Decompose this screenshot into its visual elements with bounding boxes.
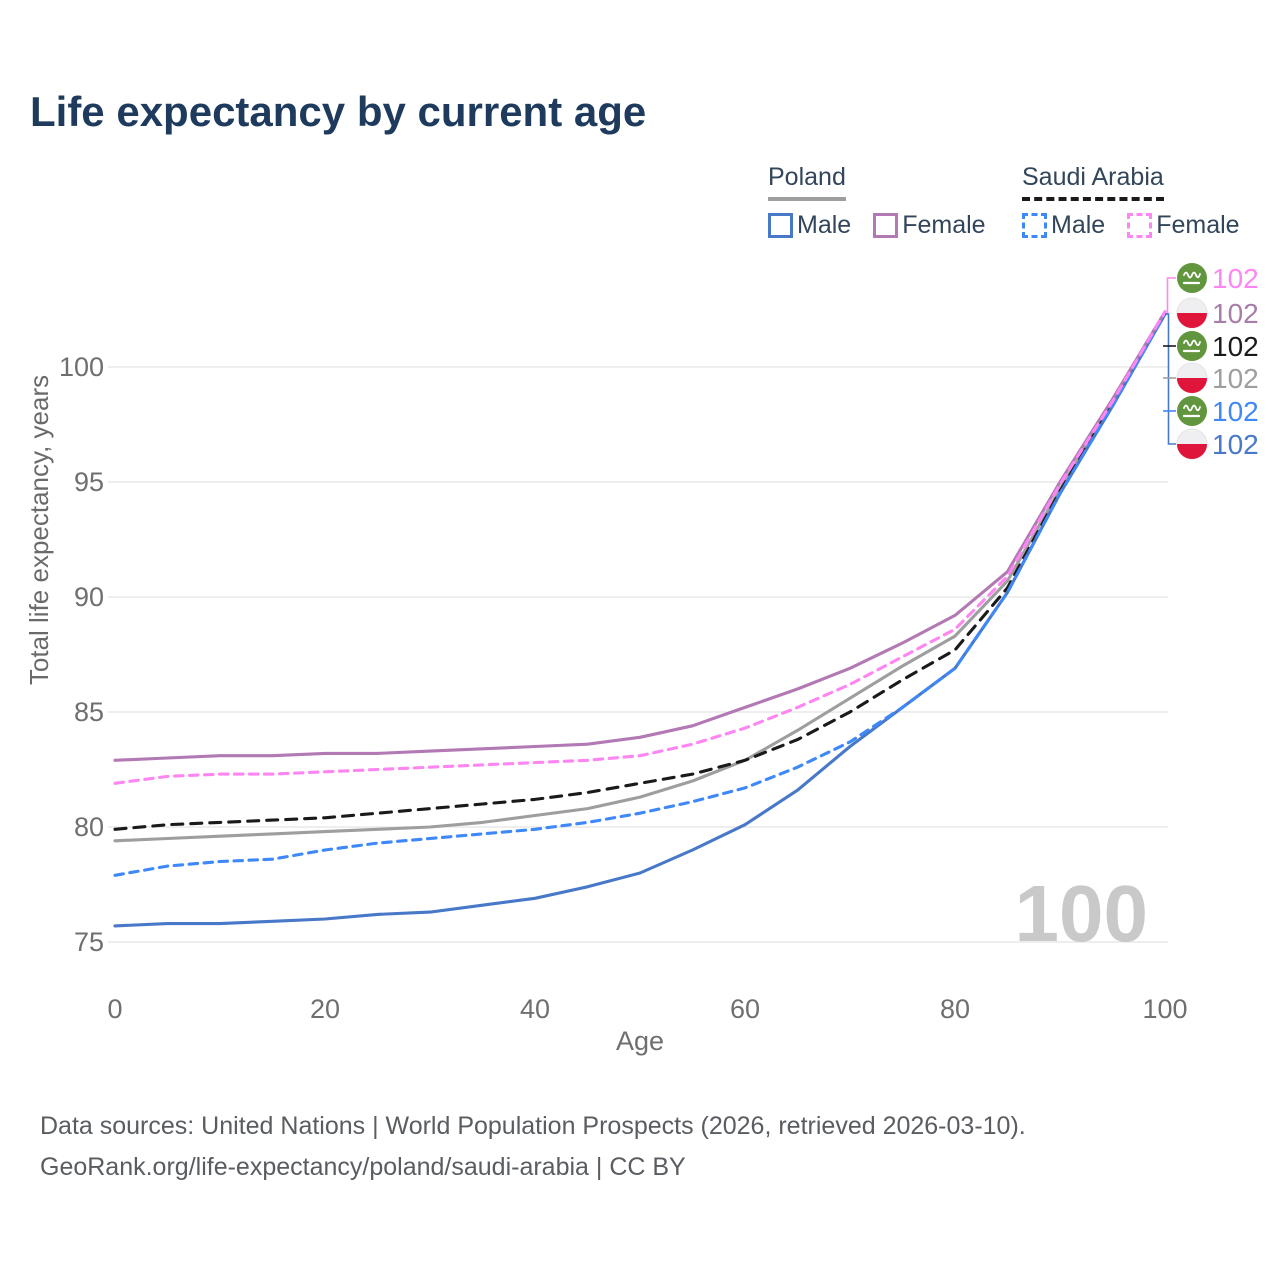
end-label-saudi-female: 102 [1212,263,1259,294]
y-tick-label: 75 [74,927,104,957]
x-tick-label: 40 [520,994,550,1024]
data-sources: Data sources: United Nations | World Pop… [40,1106,1026,1188]
legend-group-saudi-arabia: Saudi Arabia Male Female [1022,163,1240,240]
poland-flag-icon [1176,362,1208,394]
data-sources-line1: Data sources: United Nations | World Pop… [40,1112,1026,1140]
y-tick-label: 95 [74,467,104,497]
leader-line-poland-male [1165,313,1176,445]
saudi-arabia-flag-icon [1177,396,1207,426]
poland-flag-icon [1176,428,1208,460]
age-watermark: 100 [1015,869,1148,958]
legend-group-poland: Poland Male Female [768,163,986,240]
end-label-saudi-male: 102 [1212,396,1259,427]
saudi-female-swatch-icon [1127,213,1153,238]
legend-item-poland-female: Female [873,211,986,240]
series-line-saudi-female [113,310,1167,785]
legend-label: Female [1156,211,1240,239]
y-tick-label: 80 [74,812,104,842]
poland-female-swatch-icon [873,213,899,238]
poland-flag-icon [1176,297,1208,329]
legend-heading-poland: Poland [768,163,846,201]
x-tick-label: 60 [730,994,760,1024]
x-axis-title: Age [616,1026,664,1056]
end-label-poland-total: 102 [1212,363,1259,394]
end-label-saudi-total: 102 [1212,331,1259,362]
legend-item-poland-male: Male [768,211,851,240]
legend-label: Male [797,211,852,239]
end-label-poland-female: 102 [1212,298,1259,329]
end-label-poland-male: 102 [1212,429,1259,460]
legend-label: Male [1051,211,1106,239]
series-line-saudi-male [113,312,1167,877]
x-tick-label: 80 [940,994,970,1024]
series-line-poland-female [113,310,1167,762]
series-line-poland-male [113,312,1167,928]
x-tick-label: 0 [107,994,122,1024]
leader-line-saudi-female [1165,277,1176,315]
series-line-saudi-total [113,312,1167,831]
data-sources-line2: GeoRank.org/life-expectancy/poland/saudi… [40,1153,686,1181]
chart-title: Life expectancy by current age [30,88,647,135]
saudi-arabia-flag-icon [1177,263,1207,293]
y-tick-label: 90 [74,582,104,612]
series-line-poland-total [113,312,1167,843]
poland-male-swatch-icon [768,213,793,238]
legend-item-saudi-female: Female [1127,211,1240,240]
y-tick-label: 100 [59,352,104,382]
legend-label: Female [902,211,986,239]
y-tick-label: 85 [74,697,104,727]
y-axis-title: Total life expectancy, years [24,375,54,685]
saudi-male-swatch-icon [1022,213,1047,238]
saudi-arabia-flag-icon [1177,331,1207,361]
legend-heading-saudi-arabia: Saudi Arabia [1022,163,1164,201]
x-tick-label: 20 [310,994,340,1024]
legend-item-saudi-male: Male [1022,211,1105,240]
x-tick-label: 100 [1142,994,1187,1024]
